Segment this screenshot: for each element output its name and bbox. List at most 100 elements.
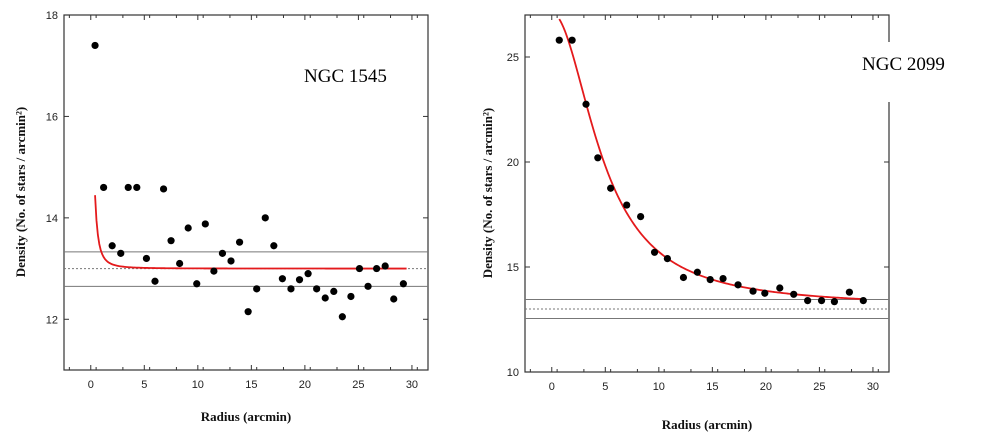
plot-frame — [63, 14, 429, 371]
data-point — [582, 100, 590, 108]
y-axis-label: Density (No. of stars / arcmin²) — [480, 108, 495, 278]
panel-title: NGC 2099 — [862, 54, 945, 75]
data-point — [193, 280, 201, 288]
x-tick-label: 15 — [706, 381, 718, 393]
panel-title: NGC 1545 — [304, 66, 387, 87]
data-point — [859, 297, 867, 305]
x-axis-label: Radius (arcmin) — [662, 417, 752, 432]
data-point — [218, 249, 227, 257]
data-point — [210, 267, 218, 275]
data-point — [253, 285, 261, 293]
data-point — [693, 268, 701, 276]
data-point — [184, 224, 192, 232]
x-tick-label: 5 — [141, 379, 147, 391]
plot-frame — [524, 14, 890, 373]
data-point — [201, 220, 209, 228]
data-point — [804, 297, 812, 305]
data-point — [100, 183, 108, 192]
data-point — [117, 249, 125, 257]
x-tick-label: 10 — [192, 379, 204, 391]
data-point — [287, 285, 295, 293]
data-point — [623, 201, 631, 209]
axis-ticks: 0 5 10 15 20 25 30 12 14 16 18 — [46, 10, 428, 391]
data-point — [390, 295, 398, 303]
data-point — [313, 285, 321, 293]
x-tick-label: 20 — [760, 381, 772, 393]
data-point — [373, 264, 381, 273]
y-axis-label: Density (No. of stars / arcmin²) — [13, 107, 28, 277]
data-point — [176, 259, 184, 268]
x-tick-label: 15 — [245, 379, 257, 391]
data-point — [151, 277, 159, 285]
data-point — [355, 264, 364, 273]
data-point — [381, 262, 389, 270]
fit-curve — [558, 18, 866, 301]
x-tick-label: 5 — [602, 381, 608, 393]
y-tick-label: 14 — [46, 213, 58, 225]
data-point — [607, 184, 615, 192]
x-axis-label: Radius (arcmin) — [201, 409, 291, 424]
data-point — [167, 237, 175, 245]
data-point — [159, 185, 168, 193]
x-tick-label: 0 — [88, 379, 94, 391]
data-point — [790, 290, 798, 298]
y-tick-label: 10 — [507, 367, 519, 379]
data-point — [594, 154, 602, 162]
data-point — [278, 275, 286, 283]
data-points — [555, 18, 867, 306]
data-point — [761, 289, 769, 297]
data-point — [830, 298, 839, 306]
data-points — [91, 41, 407, 321]
x-tick-label: 0 — [549, 381, 555, 393]
data-point — [776, 284, 784, 292]
x-tick-label: 30 — [406, 379, 418, 391]
data-point — [706, 276, 714, 284]
title-background — [858, 42, 970, 102]
data-point — [304, 270, 312, 278]
x-tick-label: 30 — [867, 381, 879, 393]
data-point — [347, 292, 355, 301]
data-point — [679, 273, 688, 282]
y-tick-label: 16 — [46, 111, 58, 123]
data-point — [734, 281, 742, 289]
y-tick-label: 18 — [46, 10, 58, 22]
data-point — [270, 242, 278, 250]
y-tick-label: 12 — [46, 314, 58, 326]
reference-lines — [525, 299, 889, 319]
data-point — [749, 287, 757, 295]
fit-curve — [94, 195, 407, 270]
data-point — [338, 313, 346, 321]
x-tick-label: 25 — [352, 379, 364, 391]
x-tick-label: 25 — [813, 381, 825, 393]
data-point — [295, 276, 304, 284]
data-point — [845, 288, 853, 296]
y-tick-label: 20 — [507, 157, 519, 169]
data-point — [244, 308, 252, 316]
data-point — [133, 183, 141, 192]
x-tick-label: 10 — [653, 381, 665, 393]
chart-panel-ngc2099: 0 5 10 15 20 25 30 10 15 20 25 NGC 2099 Radius (ar… — [480, 14, 970, 432]
data-point — [399, 280, 407, 288]
data-point — [235, 238, 244, 246]
y-tick-label: 15 — [507, 262, 519, 274]
data-point — [663, 255, 671, 263]
data-point — [637, 213, 645, 221]
data-point — [650, 248, 659, 256]
data-point — [142, 254, 151, 263]
data-point — [555, 36, 563, 44]
data-point — [330, 287, 338, 295]
data-point — [817, 297, 826, 305]
data-point — [91, 41, 99, 50]
title-background — [300, 46, 426, 104]
data-point — [364, 282, 372, 290]
data-point — [568, 36, 576, 44]
x-tick-label: 20 — [299, 379, 311, 391]
data-point — [719, 274, 727, 283]
axis-ticks: 0 5 10 15 20 25 30 10 15 20 25 — [507, 15, 889, 393]
data-point — [124, 183, 132, 192]
data-point — [108, 242, 116, 250]
data-point — [227, 257, 235, 265]
y-tick-label: 25 — [507, 52, 519, 64]
chart-panel-ngc1545: 0 5 10 15 20 25 30 12 14 16 18 NGC 1545 Radius (ar… — [13, 10, 429, 424]
